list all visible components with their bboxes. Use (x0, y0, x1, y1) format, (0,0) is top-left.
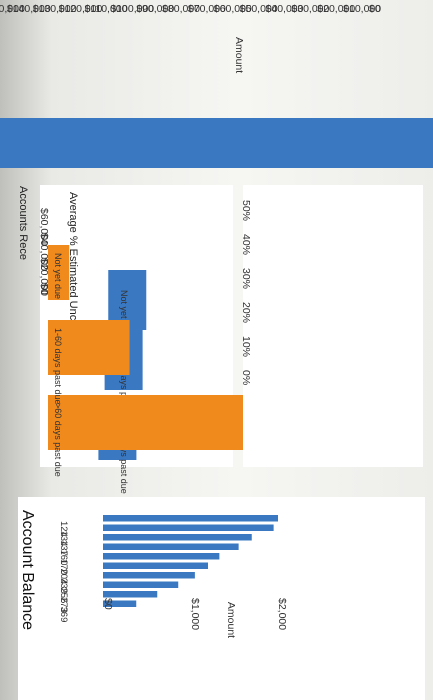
uncollectible-bars (47, 245, 243, 450)
account-balance-category-label: 204 (58, 569, 69, 585)
amount-tick-label: $120,000 (59, 3, 103, 15)
account-balance-tick-label: $1,000 (189, 598, 201, 630)
amount-tick-label: $150,000 (0, 3, 25, 15)
account-balance-bar (103, 562, 208, 569)
account-balance-category-label: 134 (58, 531, 69, 547)
uncollectible-ticks: 50% 40% 30% 20% 10% 0% (240, 200, 252, 385)
account-balance-ticks: $0 $1,000 $2,000 (102, 598, 288, 630)
account-balance-bar (103, 534, 252, 541)
account-balance-bars (103, 515, 278, 607)
uncollectible-tick-label: 0% (240, 370, 252, 385)
uncollectible-category-label: Not yet due (53, 253, 63, 299)
amount-tick-label: $40,000 (266, 3, 304, 15)
accounts-receivable-tick-label: $0 (38, 283, 50, 295)
amount-axis-label: Amount (233, 37, 245, 73)
amount-bar (0, 118, 433, 168)
account-balance-bar (103, 572, 195, 579)
uncollectible-category-label: 1-60 days past due (53, 328, 63, 405)
uncollectible-tick-label: 30% (240, 268, 252, 289)
amount-tick-label: $10,000 (343, 3, 381, 15)
amount-tick-label: $0 (369, 3, 381, 15)
accounts-receivable-category-label: >60 days past due (119, 420, 129, 494)
account-balance-tick-label: $0 (102, 598, 114, 610)
account-balance-bar (103, 553, 220, 560)
uncollectible-tick-label: 50% (240, 200, 252, 221)
accounts-receivable-tick-label: $60,000 (38, 208, 50, 246)
account-balance-title: Account Balance (19, 510, 36, 630)
account-balance-category-label: 256 (58, 588, 69, 604)
amount-axis-ticks: $150,000$140,000$130,000$120,000$110,000… (0, 3, 381, 15)
accounts-receivable-tick-label: $40,000 (38, 233, 50, 271)
uncollectible-bar (48, 245, 70, 300)
amount-tick-label: $30,000 (291, 3, 329, 15)
accounts-receivable-category-label: Not yet due (119, 290, 129, 336)
account-balance-bar (103, 600, 137, 607)
amount-tick-label: $100,000 (110, 3, 154, 15)
uncollectible-tick-label: 10% (240, 336, 252, 357)
amount-tick-label: $50,000 (240, 3, 278, 15)
account-balance-bar (103, 591, 158, 598)
account-balance-category-label: 160 (58, 550, 69, 566)
uncollectible-categories: Not yet due 1-60 days past due>60 days pa… (53, 253, 63, 477)
account-balance-xlabel: Amount (225, 602, 237, 638)
accounts-receivable-tick-label: $20,000 (38, 258, 50, 296)
accounts-receivable-ticks: $60,000$40,000$20,000$0 (38, 208, 50, 296)
accounts-receivable-categories: Not yet due 1-60 days past due>60 days pa… (119, 290, 129, 494)
uncollectible-panel (243, 185, 423, 467)
amount-tick-label: $140,000 (7, 3, 51, 15)
amount-tick-label: $20,000 (317, 3, 355, 15)
uncollectible-tick-label: 20% (240, 302, 252, 323)
amount-tick-label: $110,000 (84, 3, 127, 15)
accounts-receivable-bar (108, 270, 147, 330)
account-balance-category-label: 170 (58, 559, 69, 575)
rotated-dashboard: Amount $150,000$140,000$130,000$120,000$… (0, 3, 433, 700)
account-balance-category-label: 239 (58, 578, 69, 594)
amount-axis: Amount $150,000$140,000$130,000$120,000$… (0, 3, 381, 73)
accounts-receivable-title: Accounts Rece (17, 186, 29, 260)
uncollectible-bar (47, 320, 130, 375)
account-balance-bar (103, 524, 274, 531)
uncollectible-category-label: >60 days past due (53, 403, 63, 477)
accounts-receivable-category-label: 1-60 days past due (119, 350, 129, 427)
account-balance-category-label: 273 (58, 597, 69, 613)
amount-tick-label: $60,000 (214, 3, 252, 15)
account-balance-category-label: 137 (58, 540, 69, 556)
account-balance-bar (103, 543, 239, 550)
account-balance-category-label: 369 (58, 607, 69, 623)
account-balance-category-label: 124 (58, 521, 69, 537)
amount-tick-label: $70,000 (188, 3, 226, 15)
amount-tick-label: $90,000 (136, 3, 174, 15)
account-balance-bar (103, 515, 278, 522)
account-balance-bar (103, 581, 179, 588)
uncollectible-tick-label: 40% (240, 234, 252, 255)
uncollectible-bar (48, 395, 243, 450)
amount-tick-label: $80,000 (162, 3, 200, 15)
account-balance-tick-label: $2,000 (276, 598, 288, 630)
amount-tick-label: $130,000 (33, 3, 77, 15)
